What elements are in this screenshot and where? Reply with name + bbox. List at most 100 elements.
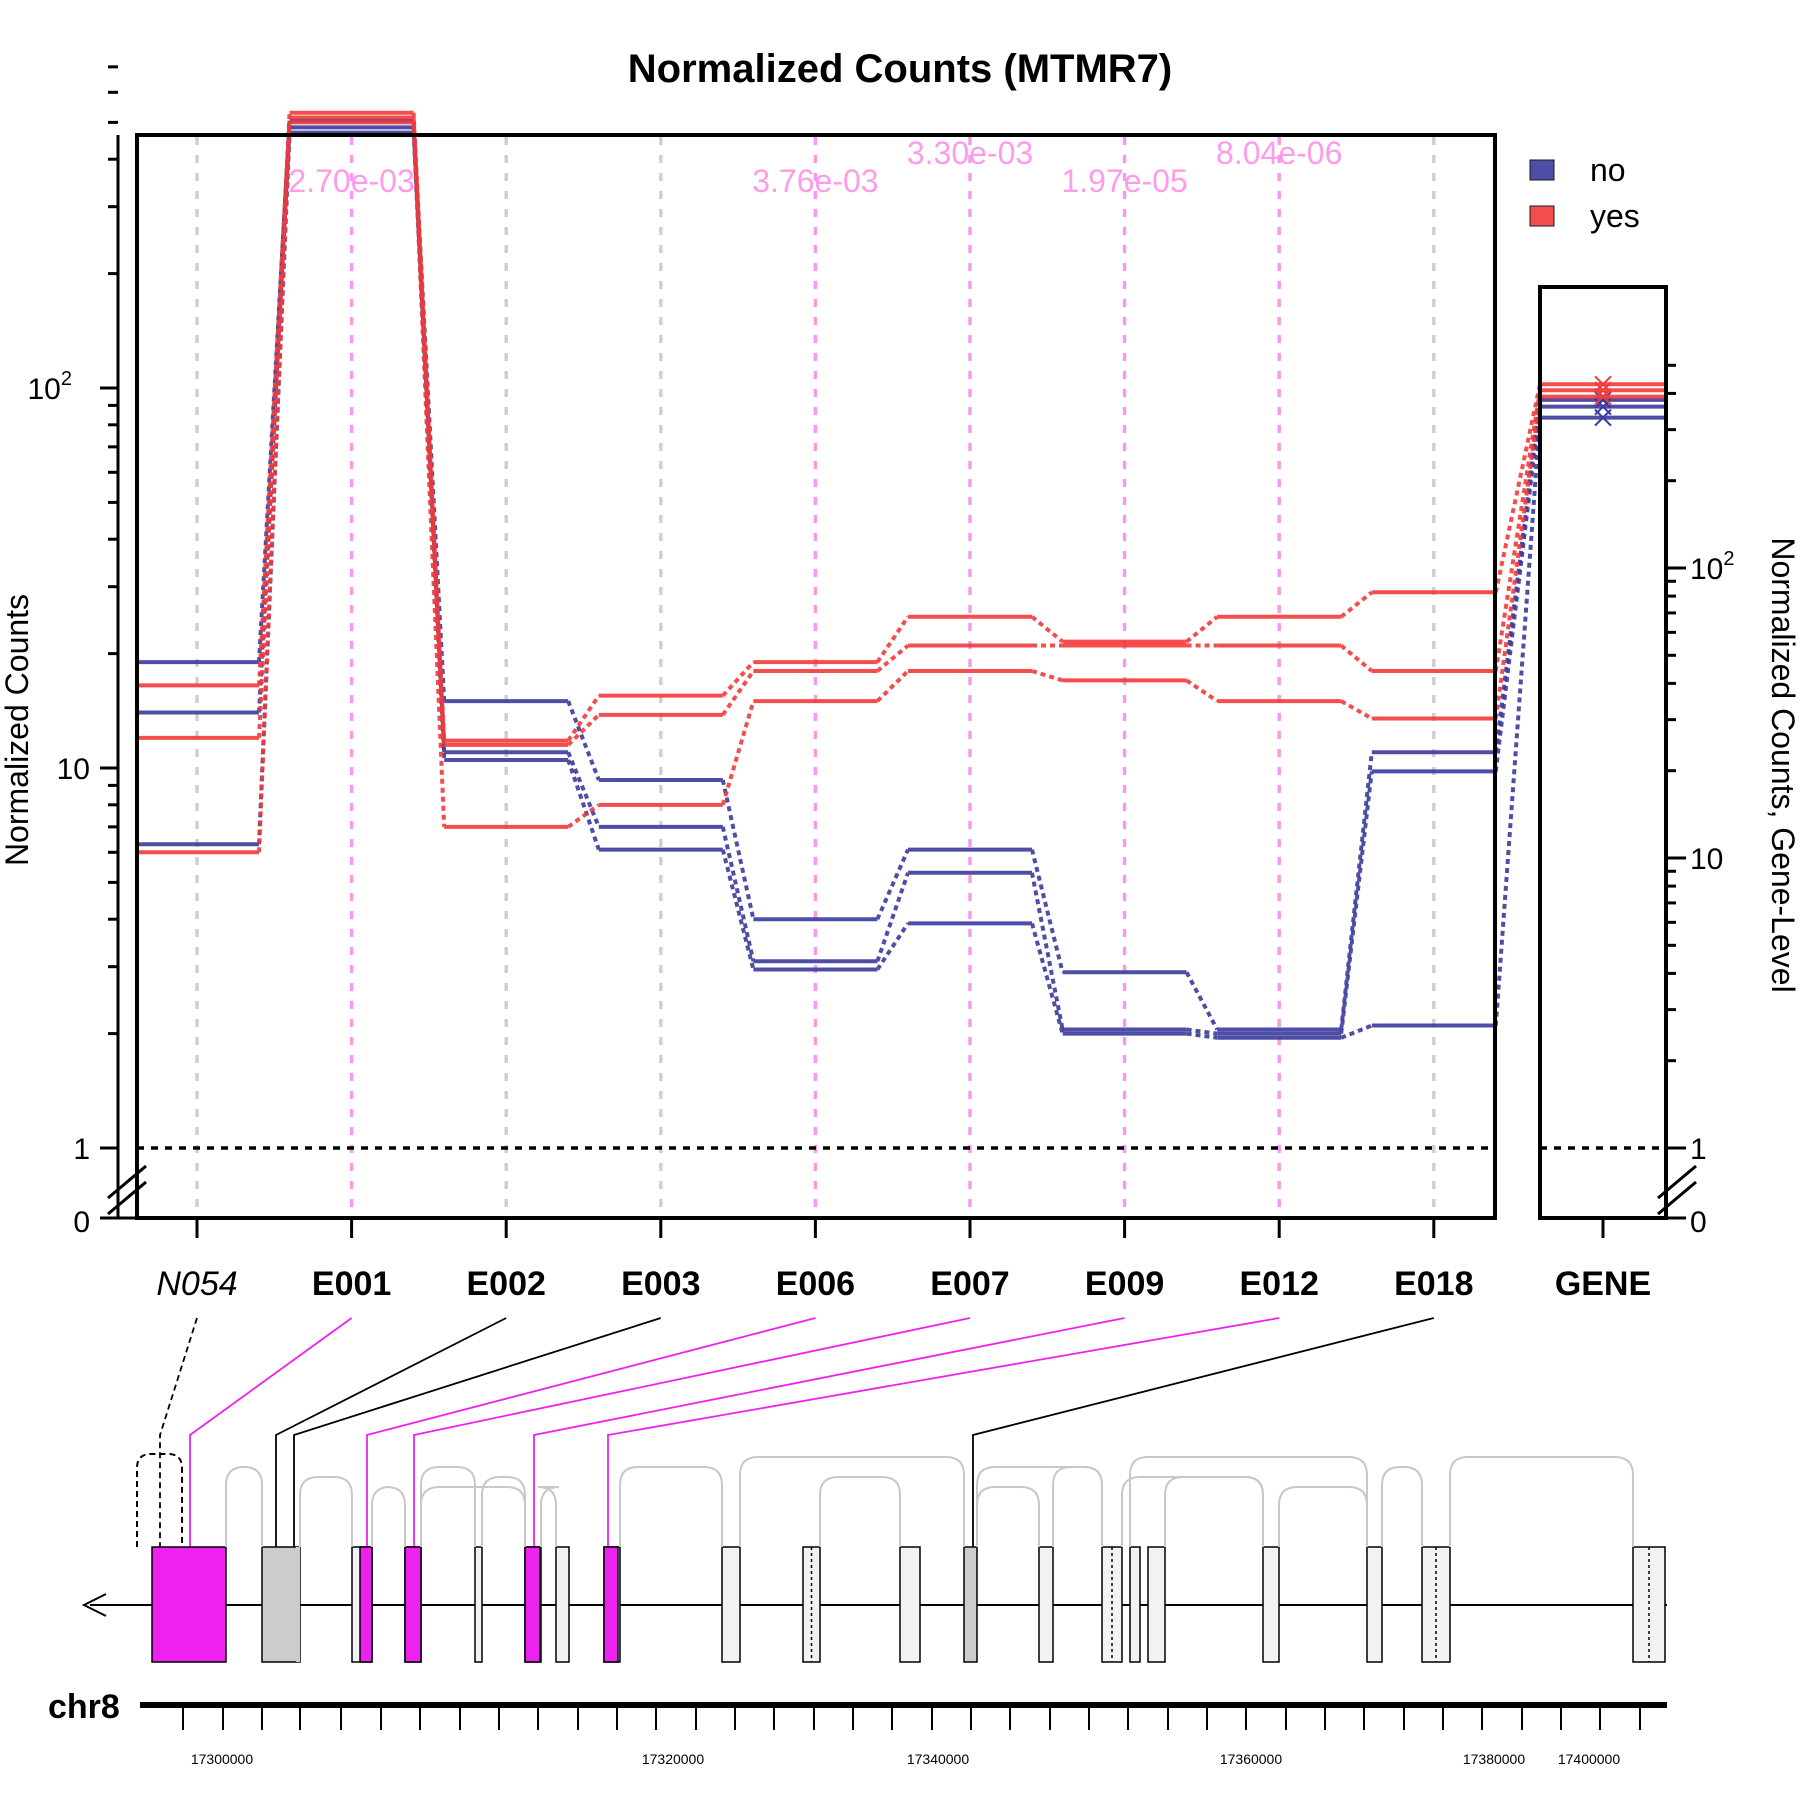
x-tick-label-E002: E002 <box>466 1265 545 1303</box>
series-connector-E006 <box>875 872 910 962</box>
splice-junction-9 <box>1052 1466 1103 1547</box>
exon-grey-part <box>296 1547 300 1662</box>
connector-E007 <box>413 1317 971 1547</box>
series-connector-E002 <box>566 713 601 747</box>
y-tick-label: 102 <box>28 368 73 406</box>
splice-junction-6 <box>619 1466 723 1547</box>
y-tick-label: 10 <box>57 753 90 786</box>
exon-1 <box>261 1546 301 1663</box>
connector-E001 <box>189 1317 353 1547</box>
series-connector-E002 <box>566 751 601 828</box>
x-axis: N054 E001 E002 E003 E006 E007 E009 E012 E018 GENE <box>110 1216 1668 1303</box>
axis-break-mark <box>107 1164 147 1216</box>
gene-tick-label: 102 <box>1690 548 1735 586</box>
legend-swatch-no <box>1529 159 1555 181</box>
splice-junction-12 <box>1381 1466 1423 1547</box>
series-connector-E012 <box>1339 771 1374 1034</box>
splice-junction-2 <box>371 1486 406 1547</box>
series-connector-N054 <box>257 122 292 853</box>
exon-6 <box>555 1546 570 1663</box>
series-connector-E002 <box>567 803 600 829</box>
series-connector-E006 <box>876 644 910 673</box>
gene-plot-frame <box>1538 285 1668 1220</box>
series-no-1 <box>135 125 1542 1036</box>
series-connector-E001 <box>411 112 447 741</box>
exon-highlight-0 <box>359 1546 373 1663</box>
gene-y-axis-label: Normalized Counts, Gene-Level <box>1765 537 1800 992</box>
x-tick-label-gene: GENE <box>1555 1265 1651 1303</box>
x-tick-label-E001: E001 <box>312 1265 391 1303</box>
exon-16 <box>1262 1546 1280 1663</box>
gene-y-axis: 0 1 10 102 <box>1657 287 1735 1239</box>
legend: no yes <box>1529 152 1640 234</box>
series-connector-E006 <box>875 615 910 664</box>
y-tick-label: 1 <box>73 1133 90 1166</box>
pvalue-label-E006: 3.76e-03 <box>752 163 878 199</box>
gene-tick-label: 10 <box>1690 843 1723 876</box>
connector-E018 <box>972 1317 1435 1547</box>
legend-label-yes: yes <box>1590 198 1640 234</box>
series-connector-E001 <box>411 122 447 827</box>
series-connector-E012 <box>1339 644 1374 673</box>
exon-15 <box>1147 1546 1166 1663</box>
series-no-2 <box>135 130 1542 1040</box>
splice-junction-13 <box>1449 1456 1634 1547</box>
exon-17 <box>1366 1546 1383 1663</box>
gene-panel-lines <box>1540 375 1666 427</box>
coord-label-17300000: 17300000 <box>191 1751 254 1767</box>
exon-4 <box>474 1546 483 1663</box>
feature-connectors <box>159 1317 1435 1547</box>
pvalue-label-E007: 3.30e-03 <box>907 135 1033 171</box>
series-connector-E003 <box>720 779 756 920</box>
splice-junction-5 <box>537 1486 560 1547</box>
chart-title: Normalized Counts (MTMR7) <box>628 47 1172 91</box>
series-connector-E009 <box>1186 1031 1218 1040</box>
legend-label-no: no <box>1590 152 1626 188</box>
series-connector-E001 <box>411 117 447 746</box>
series-connector-E007 <box>1031 669 1064 683</box>
coord-label-17400000: 17400000 <box>1558 1751 1621 1767</box>
exon-14 <box>1129 1546 1141 1663</box>
coord-label-17380000: 17380000 <box>1463 1751 1526 1767</box>
gene-model <box>81 1453 1667 1663</box>
pvalue-label-E009: 1.97e-05 <box>1061 163 1187 199</box>
novel-junction-N054 <box>136 1453 183 1547</box>
series-connector-E006 <box>875 922 910 971</box>
series-connector-E012 <box>1339 590 1374 619</box>
splice-junction-16 <box>1121 1476 1264 1547</box>
pvalue-labels: 2.70e-03 3.76e-03 3.30e-03 1.97e-05 8.04e-06 <box>288 135 1342 199</box>
exon-0 <box>151 1546 227 1663</box>
y-axis: 0 1 10 102 <box>28 65 147 1239</box>
series-yes-4 <box>135 115 1542 747</box>
series-connector-E007 <box>1030 872 1065 1030</box>
series-connector-E007 <box>1030 922 1065 1035</box>
gene-point-yes-2 <box>1594 387 1612 406</box>
splice-junction-15 <box>739 1456 965 1547</box>
exon-12 <box>1038 1546 1054 1663</box>
series-connector-E009 <box>1184 971 1219 1031</box>
exon-highlight-2 <box>524 1546 541 1663</box>
series-connector-E009 <box>1185 615 1219 644</box>
feature-gridlines <box>195 137 1436 1216</box>
series-connector-E012 <box>1340 699 1373 721</box>
series-connector-E006 <box>875 848 910 921</box>
exon-11 <box>963 1546 978 1663</box>
series-no-0 <box>135 118 1542 1032</box>
genomic-coordinate-axis: chr8 17300000 17320000 17340000 17360000 1738… <box>48 1688 1667 1767</box>
legend-swatch-yes <box>1529 205 1555 227</box>
splice-junction-10 <box>1164 1476 1264 1547</box>
exon-highlight-1 <box>404 1546 422 1663</box>
x-tick-label-E018: E018 <box>1394 1265 1473 1303</box>
connector-E002 <box>275 1317 507 1547</box>
series-connector-E006 <box>875 669 910 703</box>
connector-N054 <box>159 1317 198 1547</box>
splice-junction-17 <box>1129 1456 1368 1547</box>
coord-label-17340000: 17340000 <box>907 1751 970 1767</box>
splice-junction-1 <box>299 1476 353 1547</box>
series-connector-E003 <box>721 660 755 698</box>
splice-junction-18 <box>976 1466 1103 1547</box>
series-connector-E007 <box>1030 849 1065 973</box>
series-yes-3 <box>135 110 1542 743</box>
series-connector-gene <box>1493 406 1542 772</box>
